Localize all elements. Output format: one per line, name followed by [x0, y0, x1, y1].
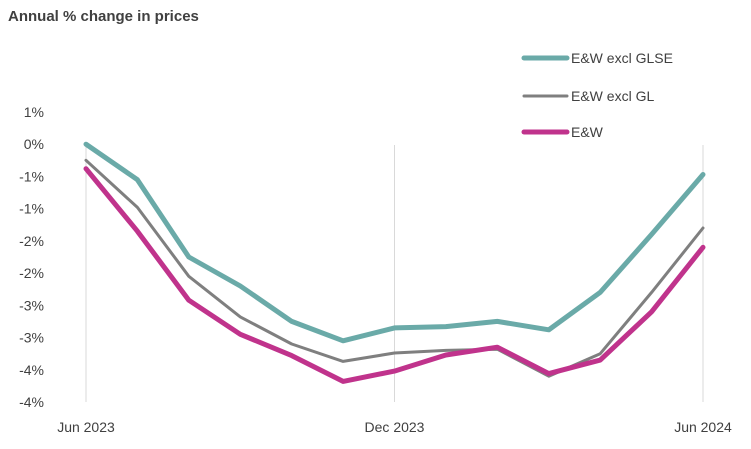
x-tick-label: Dec 2023 [365, 419, 425, 435]
y-tick-label: -1% [19, 201, 44, 217]
legend-label: E&W excl GLSE [571, 50, 673, 66]
y-tick-label: -3% [19, 330, 44, 346]
x-axis: Jun 2023 Dec 2023 Jun 2024 [57, 419, 732, 435]
x-tick-label: Jun 2023 [57, 419, 115, 435]
y-axis: 1% 0% -1% -1% -2% -2% -3% -3% -4% -4% [19, 104, 44, 410]
legend: E&W excl GLSE E&W excl GL E&W [521, 50, 673, 140]
y-tick-label: -4% [19, 394, 44, 410]
y-tick-label: -2% [19, 265, 44, 281]
legend-label: E&W [571, 124, 604, 140]
y-tick-label: -4% [19, 362, 44, 378]
y-tick-label: -1% [19, 168, 44, 184]
y-tick-label: -2% [19, 233, 44, 249]
x-tick-label: Jun 2024 [674, 419, 732, 435]
y-tick-label: -3% [19, 297, 44, 313]
grid [85, 145, 704, 402]
chart-title: Annual % change in prices [8, 8, 199, 25]
y-tick-label: 0% [24, 136, 44, 152]
series-lines [83, 141, 706, 384]
legend-label: E&W excl GL [571, 88, 654, 104]
y-tick-label: 1% [24, 104, 44, 120]
